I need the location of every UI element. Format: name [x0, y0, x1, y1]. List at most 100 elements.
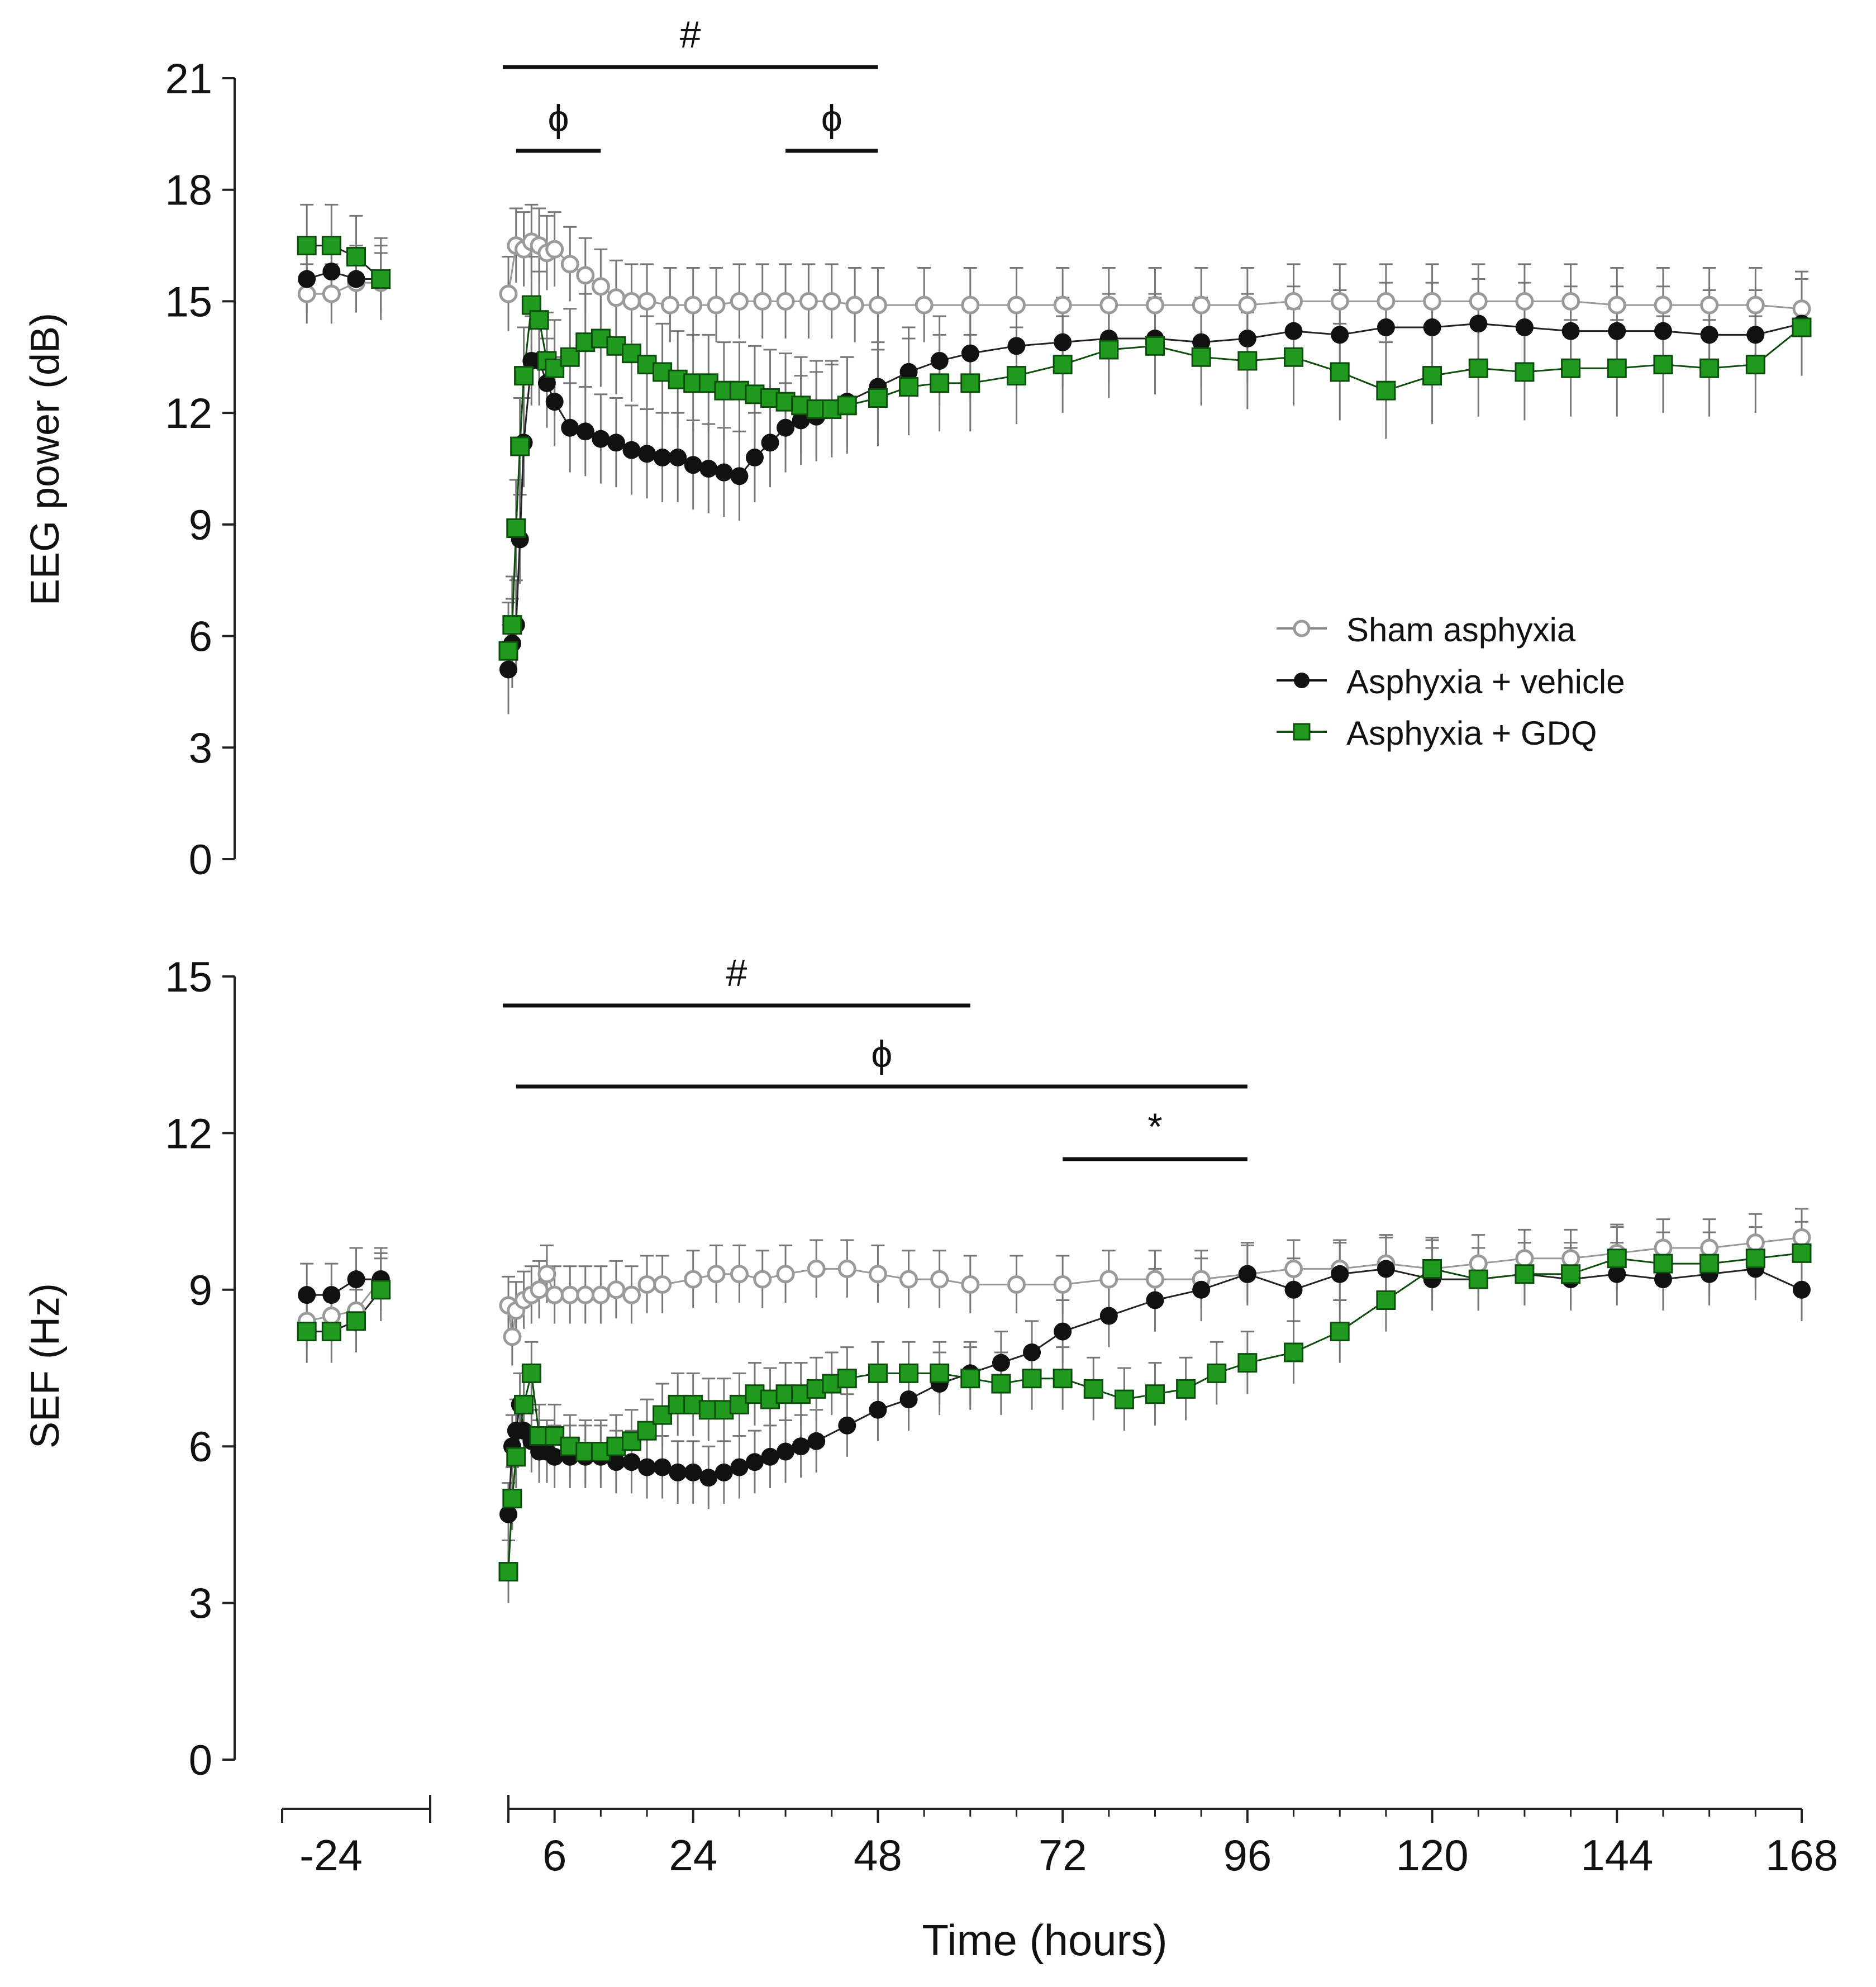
eeg-sham-point [730, 292, 749, 311]
sef-sham-point [576, 1285, 595, 1304]
eeg-sham-point [1607, 296, 1626, 315]
sef-vehicle-baseline-point [347, 1270, 365, 1289]
eeg-gdq-point [1053, 355, 1073, 375]
sef-gdq-baseline-point [346, 1311, 366, 1331]
sef-sham-point [503, 1327, 522, 1346]
eeg-vehicle-point [1377, 318, 1395, 337]
eeg-gdq-point [514, 366, 534, 386]
eeg-sham-point [545, 240, 564, 259]
sef-sham-point [837, 1259, 856, 1278]
eeg-vehicle-point [576, 422, 594, 441]
sef-vehicle-point [899, 1390, 918, 1409]
eeg-gdq-point [1515, 362, 1535, 382]
sef-sham-point [1515, 1249, 1534, 1268]
x-tick-label: 96 [1223, 1831, 1272, 1880]
sef-sham-point [607, 1280, 626, 1299]
sef-sham-point [707, 1265, 726, 1284]
sef-gdq-point [837, 1369, 857, 1389]
sef-gdq-point [960, 1369, 980, 1389]
eeg-sig-symbol: ϕ [821, 97, 842, 140]
eeg-sham-point [1146, 296, 1164, 315]
sef-sham-point [1700, 1238, 1719, 1257]
eeg-error-bars [300, 203, 1808, 714]
sef-sham-point [560, 1285, 579, 1304]
eeg-sham-point [799, 292, 818, 311]
eeg-gdq-point [1191, 347, 1211, 367]
sef-y-tick-label: 6 [189, 1423, 212, 1471]
eeg-sham-point [1330, 292, 1349, 311]
eeg-vehicle-baseline-point [322, 263, 341, 281]
sef-vehicle-point [1284, 1280, 1303, 1299]
eeg-vehicle-point [899, 363, 918, 381]
sef-sham-point [930, 1270, 949, 1289]
eeg-sig-symbol: ϕ [548, 97, 569, 140]
eeg-vehicle-point [961, 344, 979, 363]
sef-gdq-point [1022, 1369, 1042, 1389]
sef-vehicle-point [715, 1463, 733, 1481]
eeg-gdq-point [1006, 366, 1026, 386]
eeg-gdq-point [545, 358, 565, 378]
eeg-vehicle-point [653, 449, 672, 467]
eeg-sham-baseline-point [322, 284, 341, 303]
eeg-sham-point [1423, 292, 1442, 311]
sef-vehicle-baseline-line [307, 1278, 381, 1296]
legend-marker-gdq [1293, 723, 1311, 741]
sef-gdq-point [1376, 1290, 1396, 1310]
sef-vehicle-point [1608, 1265, 1626, 1283]
legend-label-vehicle: Asphyxia + vehicle [1346, 663, 1625, 701]
eeg-sham-point [576, 266, 595, 285]
eeg-gdq-point [868, 388, 888, 408]
sef-gdq-baseline-point [371, 1280, 391, 1300]
eeg-gdq-point [1284, 347, 1304, 367]
eeg-gdq-baseline-point [346, 247, 366, 267]
sef-vehicle-point [1099, 1307, 1118, 1325]
sef-sig-symbol: * [1147, 1106, 1162, 1148]
sef-sham-point [545, 1285, 564, 1304]
legend-item-vehicle: Asphyxia + vehicle [1277, 663, 1625, 701]
eeg-vehicle-point [930, 351, 949, 370]
sef-sham-point [1146, 1270, 1164, 1289]
sef-gdq-point [1237, 1353, 1258, 1373]
eeg-vehicle-baseline-point [347, 270, 365, 288]
eeg-sham-point [1654, 296, 1673, 315]
eeg-sham-point [1792, 299, 1811, 318]
eeg-gdq-point [837, 396, 857, 416]
eeg-sham-point [607, 288, 626, 307]
sef-gdq-point [1607, 1249, 1627, 1269]
sef-sham-point [868, 1265, 887, 1284]
eeg-sham-point [1007, 296, 1026, 315]
sef-sham-point [591, 1285, 610, 1304]
sef-markers [297, 1228, 1812, 1582]
eeg-vehicle-baseline-line [306, 270, 381, 280]
eeg-gdq-point [502, 615, 522, 635]
eeg-gdq-point [899, 377, 919, 397]
eeg-y-tick-label: 3 [189, 725, 212, 772]
sef-vehicle-point [745, 1453, 764, 1471]
sef-gdq-point [1083, 1379, 1103, 1399]
eeg-sham-point [822, 292, 841, 311]
sef-sham-point [899, 1270, 918, 1289]
sef-axes: 0 3 6 9 12 15 [165, 954, 236, 1784]
sef-y-tick-label: 0 [189, 1737, 212, 1784]
sef-sham-point [776, 1265, 795, 1284]
sef-vehicle-point [545, 1447, 564, 1466]
sef-gdq-point [498, 1562, 518, 1582]
sef-vehicle-point [1054, 1322, 1072, 1341]
sef-vehicle-point [792, 1437, 810, 1456]
sef-panel: SEF (Hz) 0 3 6 9 12 15 # ϕ * -24 6 24 48 72 96 120 144… [23, 952, 1838, 1965]
eeg-gdq-point [1607, 358, 1627, 378]
eeg-sham-point [1515, 292, 1534, 311]
eeg-vehicle-baseline-point [298, 270, 316, 288]
sef-sham-point [753, 1270, 772, 1289]
sef-y-tick-label: 9 [189, 1267, 212, 1314]
eeg-sham-point [1700, 296, 1719, 315]
sef-gdq-point [991, 1374, 1011, 1394]
eeg-vehicle-point [622, 441, 641, 459]
eeg-gdq-point [930, 373, 950, 393]
eeg-gdq-baseline-point [321, 236, 341, 256]
sef-vehicle-point [622, 1453, 641, 1471]
sef-vehicle-point [1238, 1265, 1256, 1283]
eeg-sham-point [499, 284, 518, 303]
eeg-gdq-point [529, 310, 549, 330]
eeg-y-tick-label: 9 [189, 502, 212, 549]
